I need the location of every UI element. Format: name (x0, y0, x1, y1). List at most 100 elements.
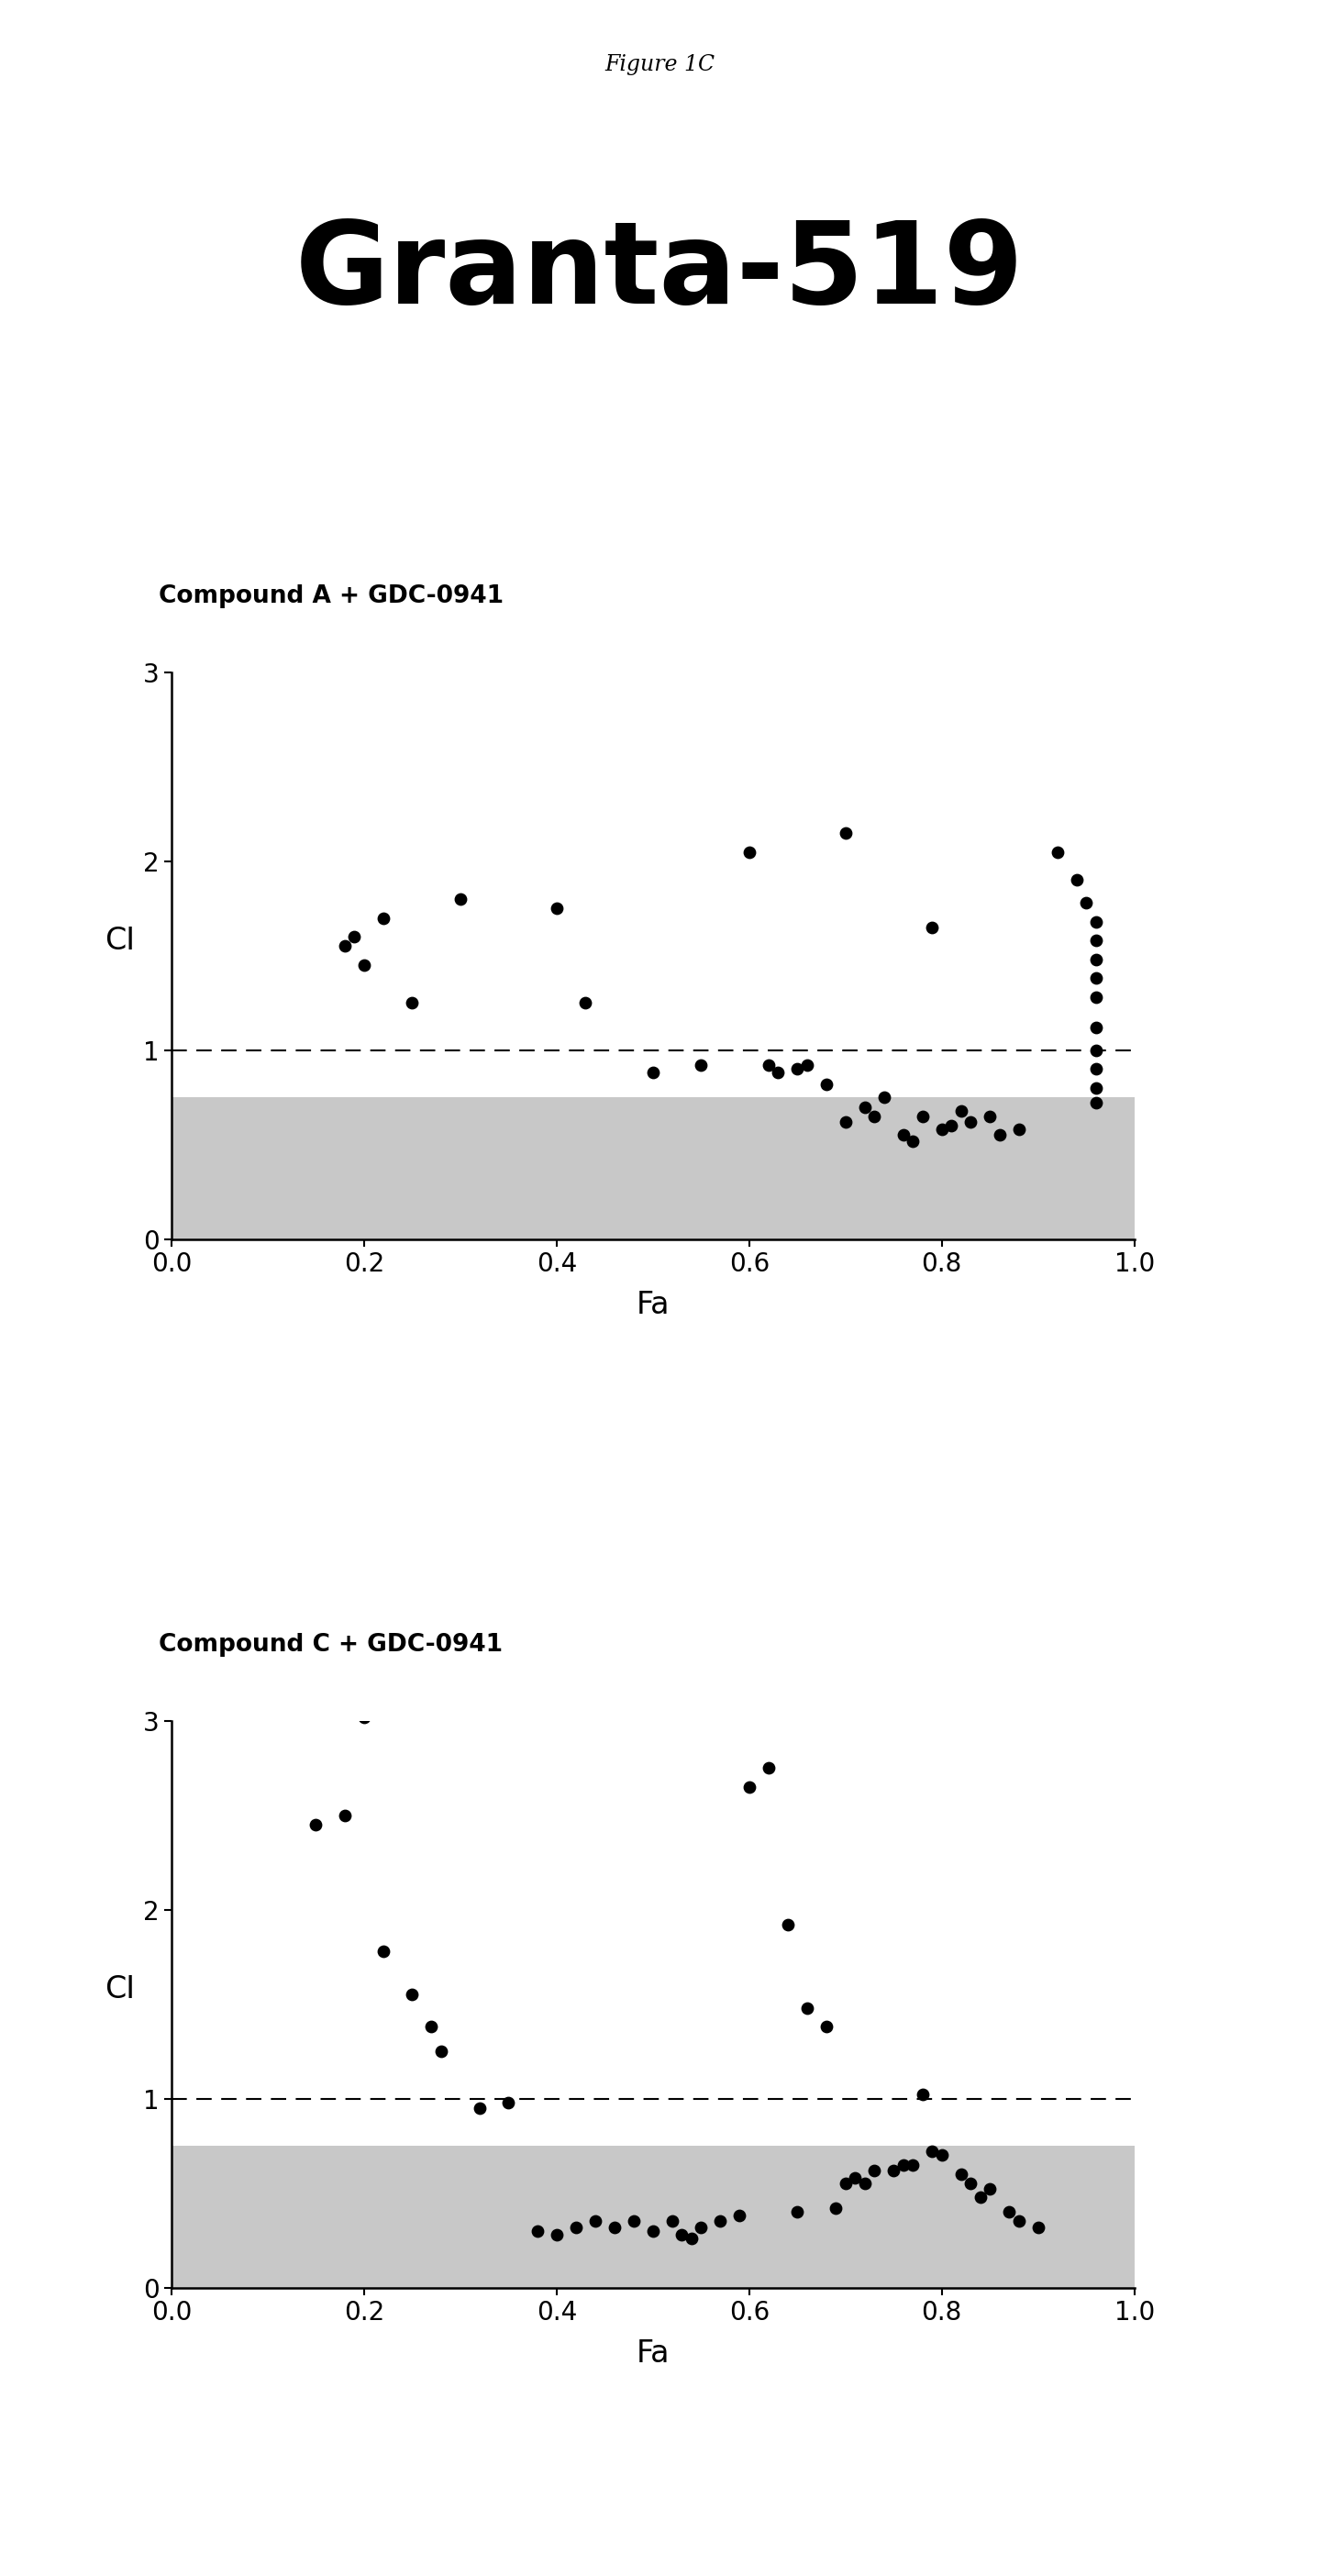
Point (1086, 1048, 1107, 1090)
Point (1008, 2200, 1029, 2241)
Point (373, 896, 394, 938)
Point (334, 925, 355, 966)
Point (401, 981, 422, 1023)
Point (797, 1986, 818, 2027)
Point (1075, 881, 1096, 922)
Point (1086, 1082, 1107, 1123)
Point (623, 2200, 644, 2241)
Point (353, 945, 375, 987)
Point (960, 2164, 981, 2205)
Point (815, 1064, 836, 1105)
Point (768, 1051, 789, 1092)
Point (835, 2164, 856, 2205)
Point (305, 1803, 326, 1844)
Point (864, 1095, 885, 1136)
Point (1066, 860, 1087, 902)
Point (729, 2195, 751, 2236)
Point (786, 2192, 807, 2233)
Point (911, 1095, 933, 1136)
Text: Figure 1C: Figure 1C (604, 54, 715, 75)
Point (922, 907, 943, 948)
Point (604, 2208, 625, 2249)
Point (1086, 920, 1107, 961)
Text: Compound C + GDC-0941: Compound C + GDC-0941 (158, 1633, 503, 1656)
X-axis label: Fa: Fa (636, 2339, 670, 2367)
Point (902, 2143, 923, 2184)
Point (1028, 2208, 1049, 2249)
Point (421, 2007, 442, 2048)
Point (758, 1046, 780, 1087)
Point (1086, 1007, 1107, 1048)
Point (960, 1103, 981, 1144)
Point (691, 1046, 712, 1087)
Point (902, 1121, 923, 1162)
Point (1086, 976, 1107, 1018)
Point (922, 2130, 943, 2172)
Bar (171, 2146, 1134, 2287)
Point (373, 1929, 394, 1971)
Bar (171, 1097, 1134, 1239)
Point (835, 811, 856, 853)
Point (1086, 958, 1107, 999)
Point (642, 1051, 663, 1092)
Point (334, 1795, 355, 1837)
Y-axis label: CI: CI (106, 925, 136, 956)
Point (662, 2200, 683, 2241)
Point (401, 1973, 422, 2014)
Point (786, 1048, 807, 1090)
Point (526, 2210, 547, 2251)
Text: Granta-519: Granta-519 (295, 216, 1024, 327)
Point (911, 2074, 933, 2115)
Point (450, 878, 471, 920)
Point (998, 2192, 1020, 2233)
Point (739, 832, 760, 873)
Point (844, 2156, 865, 2197)
Point (931, 1108, 952, 1149)
Point (989, 1115, 1010, 1157)
Point (797, 1046, 818, 1087)
Point (951, 1090, 972, 1131)
Point (951, 2154, 972, 2195)
Point (979, 2169, 1000, 2210)
Point (931, 2136, 952, 2177)
Point (884, 2151, 905, 2192)
Point (546, 2213, 567, 2254)
Point (575, 981, 596, 1023)
Point (681, 2218, 702, 2259)
Point (642, 2210, 663, 2251)
Point (430, 2030, 451, 2071)
Point (777, 1904, 798, 1945)
Point (855, 1087, 876, 1128)
Point (979, 1095, 1000, 1136)
Y-axis label: CI: CI (106, 1973, 136, 2004)
Point (497, 2081, 518, 2123)
Point (470, 2087, 491, 2128)
Point (1086, 938, 1107, 979)
Point (855, 2164, 876, 2205)
Point (671, 2213, 692, 2254)
Point (546, 889, 567, 930)
Point (940, 1105, 962, 1146)
Point (1008, 1108, 1029, 1149)
Point (826, 2187, 847, 2228)
Point (1086, 1066, 1107, 1108)
Point (1086, 1030, 1107, 1072)
Point (691, 2208, 712, 2249)
Point (353, 1698, 375, 1739)
Point (1047, 832, 1068, 873)
Point (1086, 902, 1107, 943)
Point (344, 917, 365, 958)
Point (893, 1115, 914, 1157)
Point (873, 1077, 894, 1118)
Point (893, 2143, 914, 2184)
Point (710, 2200, 731, 2241)
Point (815, 2007, 836, 2048)
Point (584, 2200, 605, 2241)
Point (864, 2151, 885, 2192)
Point (566, 2208, 587, 2249)
X-axis label: Fa: Fa (636, 1291, 670, 1319)
Text: Compound A + GDC-0941: Compound A + GDC-0941 (158, 585, 504, 608)
Point (969, 2177, 991, 2218)
Point (739, 1767, 760, 1808)
Point (758, 1747, 780, 1788)
